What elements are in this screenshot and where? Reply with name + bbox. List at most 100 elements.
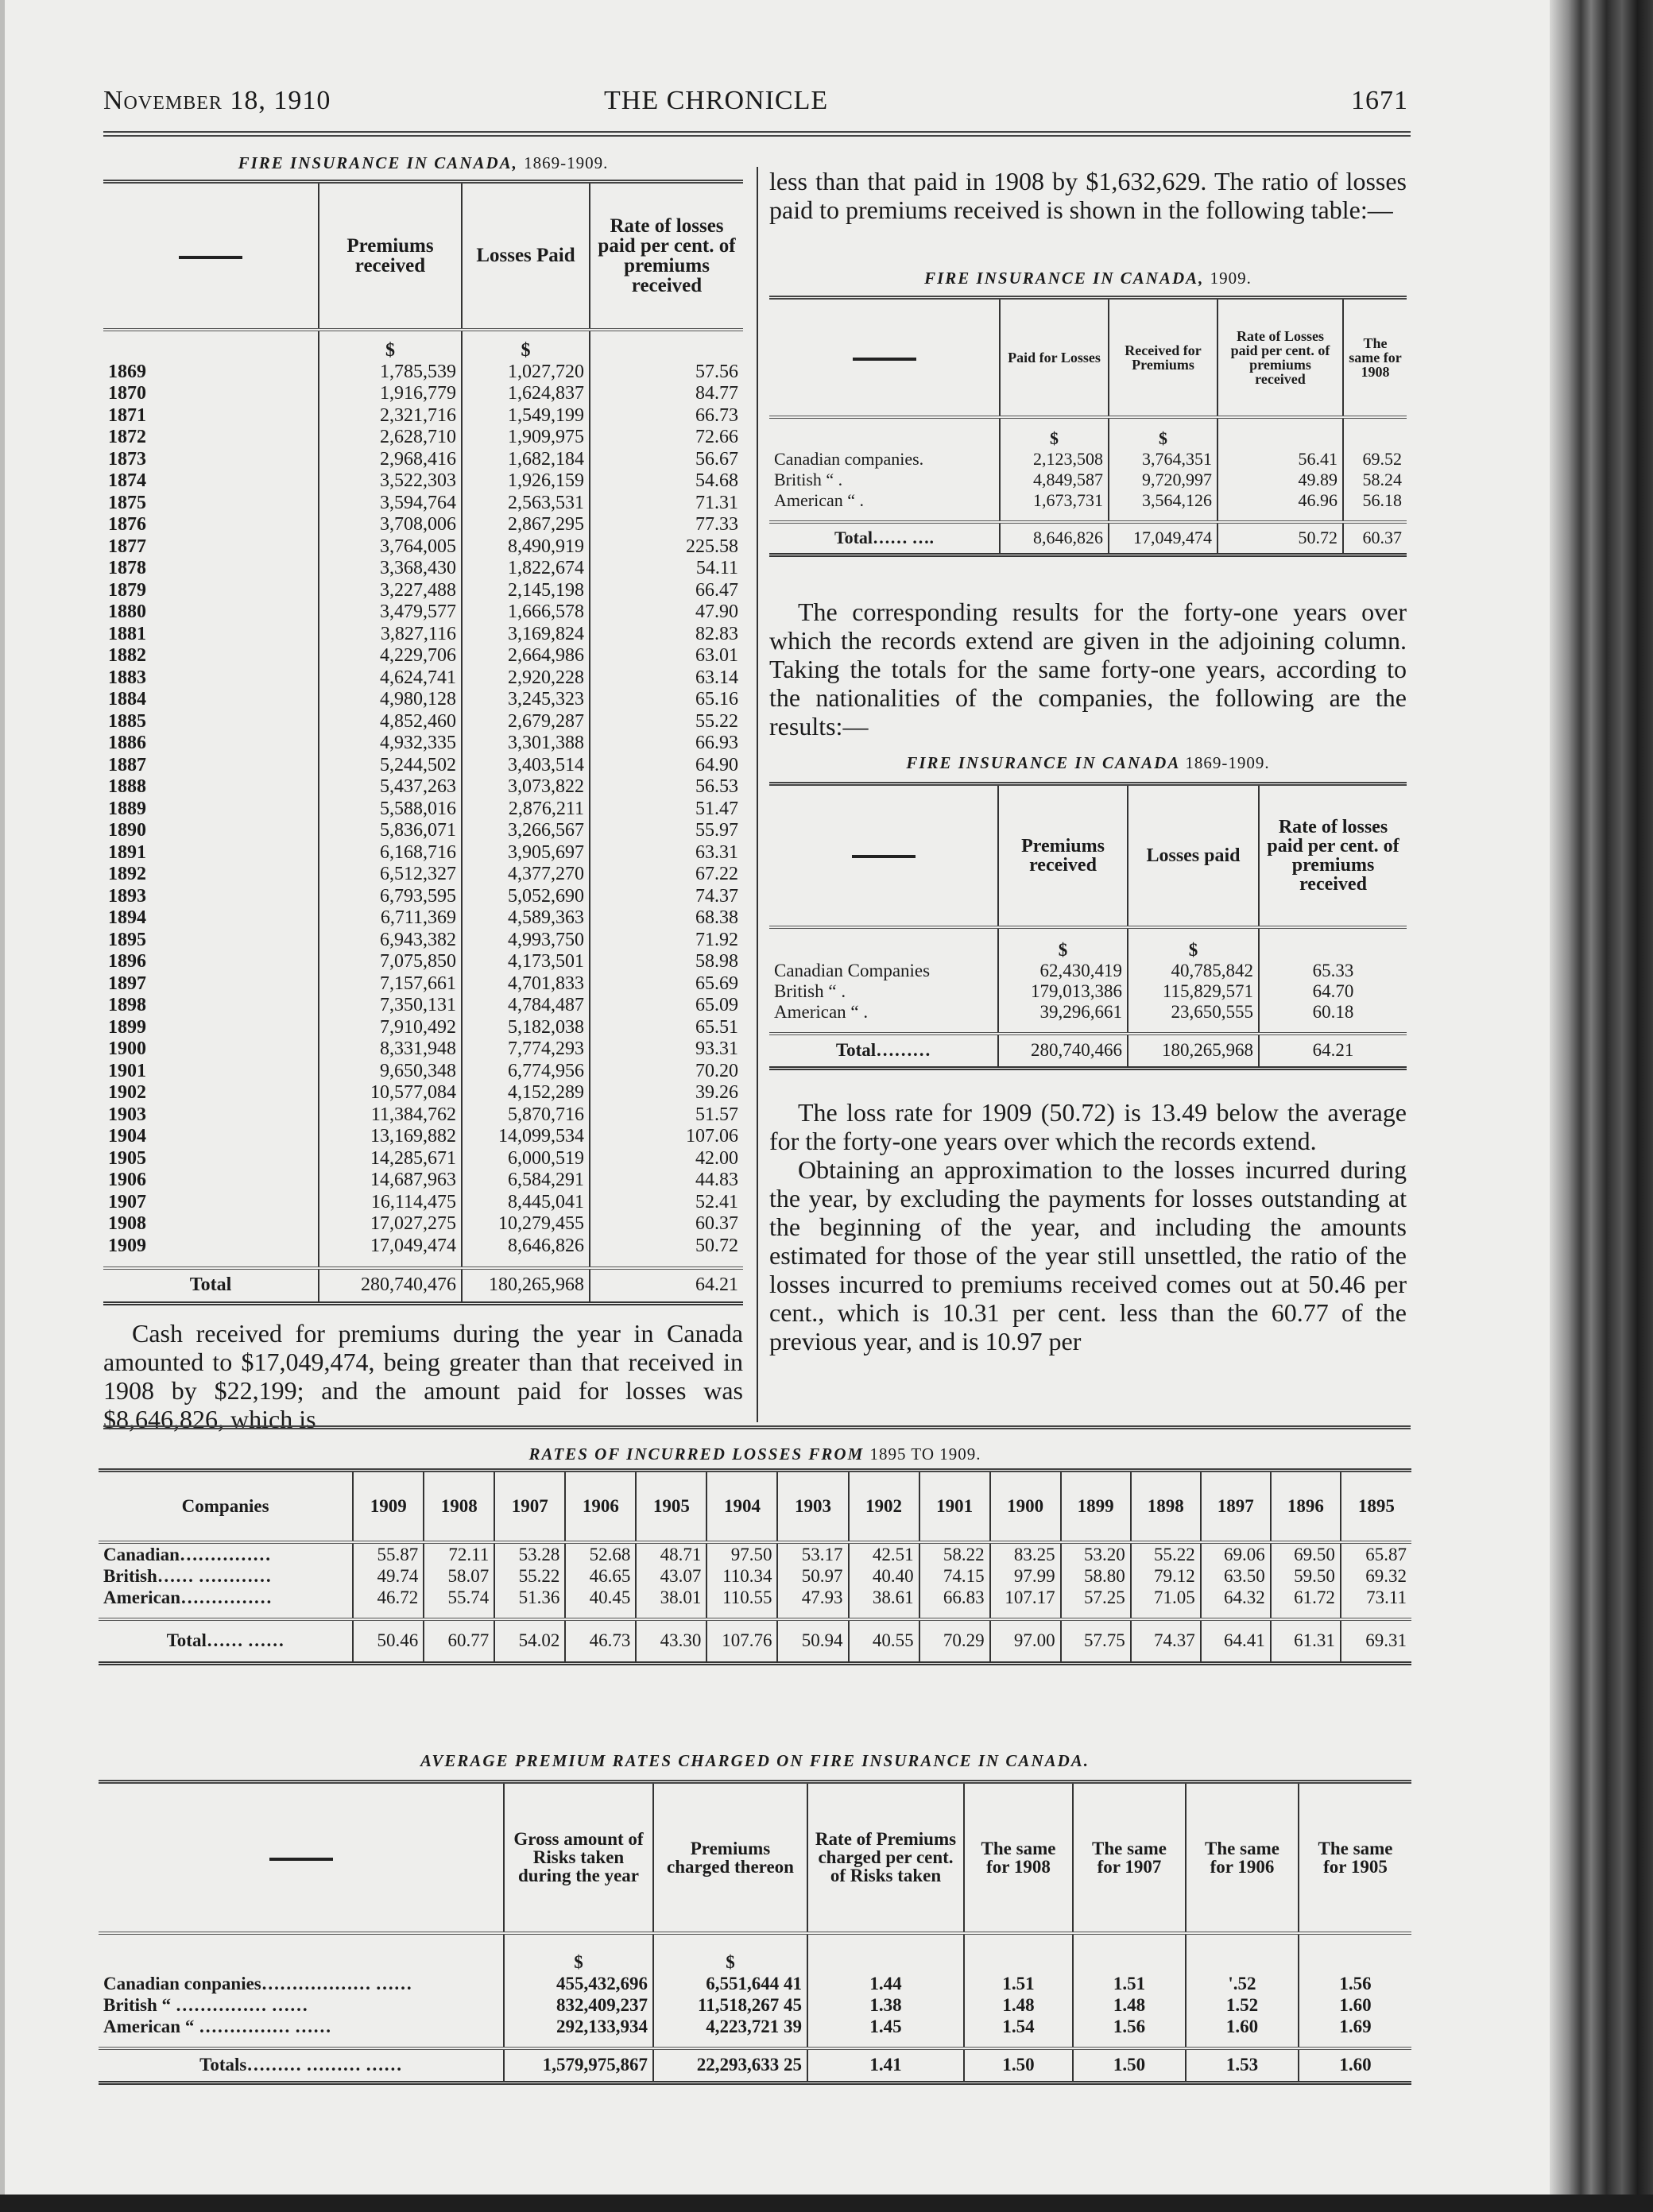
cell-value: 49.74 xyxy=(352,1564,424,1587)
cell-value: 9,650,348 xyxy=(318,1060,462,1082)
cell-value: 3,905,697 xyxy=(461,841,590,864)
cell-value: 65.69 xyxy=(589,973,743,995)
row-label: 1890 xyxy=(108,820,146,841)
column-header-text: 1905 xyxy=(652,1496,690,1517)
cell-value: 69.06 xyxy=(1199,1541,1271,1565)
cell-value: 58.98 xyxy=(589,951,743,973)
cell-value: 1,666,578 xyxy=(461,601,590,624)
total-value: 1.50 xyxy=(1072,2046,1186,2085)
row-label: 1874 xyxy=(108,470,146,491)
column-header-text: Gross amount of Risks taken during the y… xyxy=(513,1829,644,1886)
cell-value: 79.12 xyxy=(1129,1564,1201,1587)
cell-value: 2,679,287 xyxy=(461,710,590,733)
column-header-text: 1906 xyxy=(582,1496,619,1517)
currency-symbol xyxy=(769,927,998,961)
cell-value: 64.70 xyxy=(1258,980,1407,1002)
cell-value: 1,926,159 xyxy=(461,470,590,493)
row-label: 1907 xyxy=(108,1191,146,1212)
cell-value: 6,774,956 xyxy=(461,1060,590,1082)
row-label: 1883 xyxy=(108,667,146,688)
table-row: 1899 7,910,492 5,182,038 65.51 xyxy=(103,1016,743,1038)
cell-value: 5,182,038 xyxy=(461,1016,590,1038)
cell-value: 55.22 xyxy=(494,1564,566,1587)
cell-value: 54.68 xyxy=(589,470,743,493)
spacer-cell xyxy=(776,1607,849,1619)
total-value: 50.46 xyxy=(352,1617,424,1665)
spacer-cell xyxy=(847,1607,919,1619)
cell-value: 107.06 xyxy=(589,1126,743,1148)
paragraph-cash-received: Cash received for premiums during the ye… xyxy=(103,1319,743,1433)
total-value: 1,579,975,867 xyxy=(503,2046,653,2085)
total-value: 50.72 xyxy=(1217,520,1343,557)
total-row: Total…… …. 8,646,826 17,049,474 50.72 60.37 xyxy=(769,520,1407,557)
currency-row: $ $ xyxy=(769,926,1407,961)
cell-value: 46.65 xyxy=(564,1564,637,1587)
cell-value: 3,227,488 xyxy=(318,579,462,601)
table-row: 1892 6,512,327 4,377,270 67.22 xyxy=(103,864,743,886)
row-label: 1887 xyxy=(108,754,146,775)
row-label: 1903 xyxy=(108,1104,146,1125)
column-header: 1898 xyxy=(1129,1468,1201,1544)
spacer-cell xyxy=(999,510,1109,522)
row-label: 1888 xyxy=(108,776,146,797)
cell-value: 71.31 xyxy=(589,492,743,514)
column-header-text: Rate of losses paid per cent. of premium… xyxy=(598,215,736,296)
cell-value: 3,403,514 xyxy=(461,754,590,776)
table-row: 1886 4,932,335 3,301,388 66.93 xyxy=(103,733,743,755)
currency-symbol xyxy=(807,1932,964,1973)
column-header-text: 1901 xyxy=(936,1496,974,1517)
cell-value: 68.38 xyxy=(589,907,743,930)
table-row: 1904 13,169,882 14,099,534 107.06 xyxy=(103,1126,743,1148)
cell-value: 50.72 xyxy=(589,1235,743,1257)
cell-value: 4,152,289 xyxy=(461,1082,590,1104)
column-header: Companies xyxy=(99,1468,354,1544)
column-header-text: Premiums charged thereon xyxy=(667,1838,794,1877)
currency-symbol: $ xyxy=(1108,416,1217,449)
cell-value: 97.50 xyxy=(706,1541,778,1565)
cell-value: 1.60 xyxy=(1185,2015,1299,2037)
cell-value: 38.01 xyxy=(635,1586,707,1608)
cell-value: 72.66 xyxy=(589,427,743,449)
currency-row: $ $ xyxy=(99,1932,1411,1973)
table-row: British “ . 179,013,386 115,829,571 64.70 xyxy=(769,980,1407,1002)
spacer-cell xyxy=(1185,2036,1299,2048)
row-label: American…………… xyxy=(103,1587,273,1607)
currency-symbol: $ xyxy=(503,1932,653,1973)
cell-value: 63.14 xyxy=(589,667,743,689)
cell-value: 6,793,595 xyxy=(318,885,462,907)
cell-value: 82.83 xyxy=(589,623,743,645)
total-label: Total…… …. xyxy=(769,520,1000,557)
column-header xyxy=(103,180,319,331)
cell-value: 66.93 xyxy=(589,733,743,755)
table-row: 1907 16,114,475 8,445,041 52.41 xyxy=(103,1191,743,1213)
cell-value: 2,920,228 xyxy=(461,667,590,689)
cell-value: 48.71 xyxy=(635,1541,707,1565)
cell-value: 67.22 xyxy=(589,864,743,886)
section-rule xyxy=(103,1425,1411,1429)
row-label: British…… ………… xyxy=(103,1565,272,1586)
cell-value: 5,870,716 xyxy=(461,1104,590,1126)
column-header-text: Rate of Losses paid per cent. of premium… xyxy=(1230,327,1330,387)
total-value: 8,646,826 xyxy=(999,520,1109,557)
cell-value: 455,432,696 xyxy=(503,1972,653,1994)
cell-value: 63.01 xyxy=(589,645,743,667)
cell-value: 69.32 xyxy=(1339,1564,1411,1587)
column-header: 1903 xyxy=(776,1468,849,1544)
currency-symbol xyxy=(1185,1932,1299,1973)
table-1909-by-nationality: Paid for Losses Received for Premiums Rate… xyxy=(769,296,1407,557)
cell-value: 55.22 xyxy=(589,710,743,733)
cell-value: 1,822,674 xyxy=(461,558,590,580)
cell-value: 66.83 xyxy=(918,1586,990,1608)
cell-value: 6,000,519 xyxy=(461,1147,590,1170)
cell-value: 53.28 xyxy=(494,1541,566,1565)
cell-value: 3,564,126 xyxy=(1108,489,1217,511)
total-value: 40.55 xyxy=(847,1617,919,1665)
cell-value: 2,321,716 xyxy=(318,404,462,427)
currency-row: $ $ xyxy=(103,329,743,362)
cell-value: 6,168,716 xyxy=(318,841,462,864)
cell-value: 2,145,198 xyxy=(461,579,590,601)
cell-value: 44.83 xyxy=(589,1170,743,1192)
table-title-incurred: RATES OF INCURRED LOSSES FROM 1895 TO 19… xyxy=(99,1444,1411,1464)
spacer-cell xyxy=(461,1257,590,1268)
cell-value: 16,114,475 xyxy=(318,1191,462,1213)
